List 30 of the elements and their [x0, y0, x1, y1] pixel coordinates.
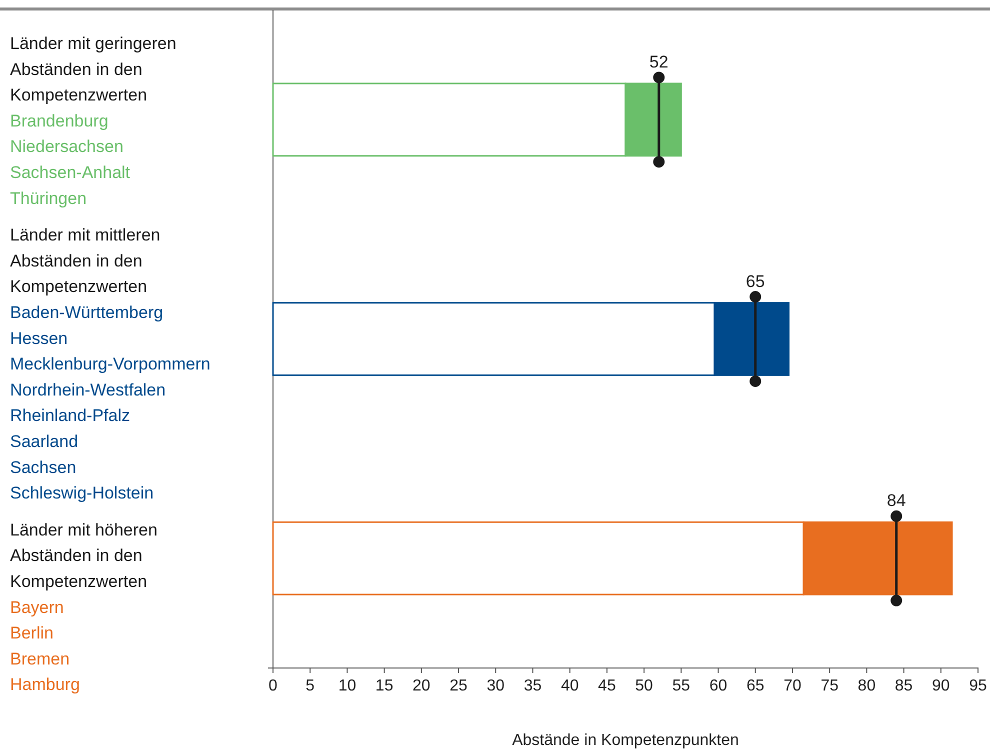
- x-tick-label: 5: [306, 677, 315, 694]
- y-tick-label: Länder mit mittleren Abständen in den Kompetenzwerten: [10, 226, 160, 296]
- x-tick-label: 70: [784, 677, 802, 694]
- text: Bayern Berlin Bremen Hamburg: [10, 598, 80, 694]
- x-tick-label: 40: [560, 677, 579, 694]
- x-tick-label: 65: [746, 677, 764, 694]
- text: Baden-Württemberg Hessen Mecklenburg-Vorpommern Nordrhein-Westfalen Rheinland-Pfalz Saarland Sachsen Schleswig-Holstein: [10, 303, 210, 503]
- x-tick-label: 95: [969, 677, 987, 694]
- x-tick-label: 90: [932, 677, 950, 694]
- data-label: 65: [746, 272, 765, 291]
- x-tick-label: 30: [486, 677, 505, 694]
- x-axis-title: Abstände in Kompetenzpunkten: [512, 732, 739, 749]
- x-tick-label: 55: [672, 677, 690, 694]
- x-tick-label: 15: [375, 677, 394, 694]
- x-tick-label: 45: [598, 677, 616, 694]
- x-tick-label: 0: [268, 677, 278, 694]
- x-tick-label: 10: [338, 677, 356, 694]
- x-tick-label: 50: [635, 677, 654, 694]
- x-tick-label: 25: [450, 677, 468, 694]
- y-tick-label: Länder mit höheren Abständen in den Kompetenzwerten: [10, 520, 158, 591]
- data-label: 84: [886, 491, 906, 510]
- x-tick-label: 85: [894, 677, 913, 694]
- data-label: 52: [649, 52, 668, 72]
- x-tick-label: 80: [858, 677, 876, 694]
- y-tick-label: Länder mit geringeren Abständen in den Kompetenzwerten: [10, 34, 176, 105]
- text: Brandenburg Niedersachsen Sachsen-Anhalt Thüringen: [10, 111, 130, 208]
- x-tick-label: 60: [709, 677, 728, 694]
- x-tick-label: 35: [524, 677, 542, 694]
- x-tick-label: 75: [820, 677, 839, 694]
- x-tick-label: 20: [412, 677, 430, 694]
